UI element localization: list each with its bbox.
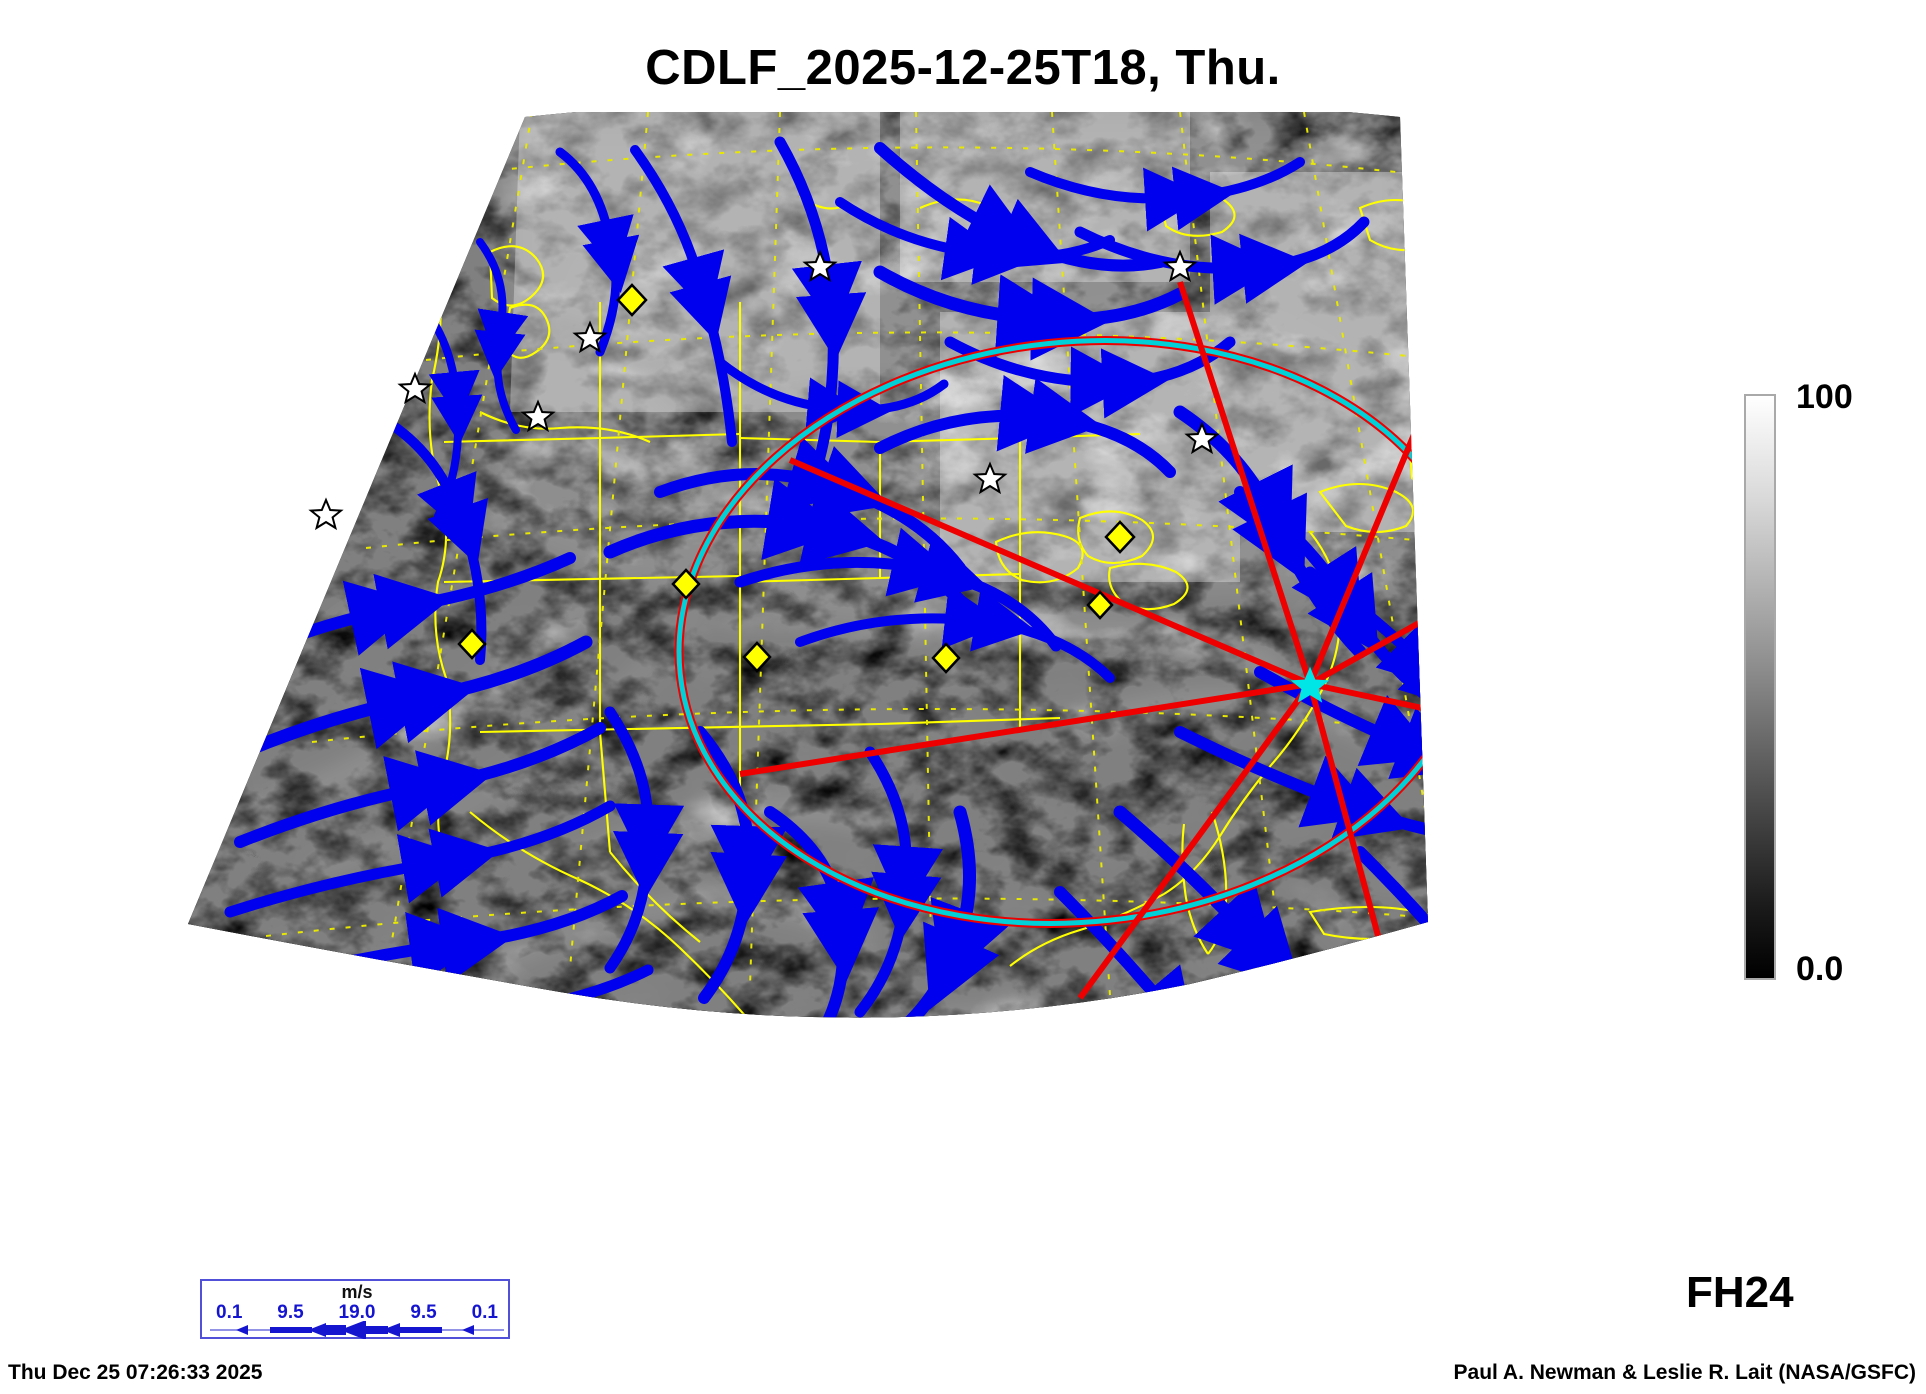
author-credit: Paul A. Newman & Leslie R. Lait (NASA/GS…	[1453, 1361, 1916, 1384]
colorbar-max-label: 100	[1796, 378, 1853, 416]
star-marker	[972, 461, 1008, 495]
map-canvas[interactable]	[180, 112, 1740, 1282]
wind-tick-0: 0.1	[216, 1302, 243, 1323]
page-title: CDLF_2025-12-25T18, Thu.	[645, 41, 1281, 95]
map-panel[interactable]	[180, 112, 1740, 1282]
diamond-marker	[1086, 590, 1114, 620]
star-marker	[572, 320, 608, 354]
generation-timestamp: Thu Dec 25 07:26:33 2025	[8, 1361, 263, 1384]
diamond-marker	[457, 628, 487, 660]
diamond-marker	[671, 568, 701, 600]
wind-tick-3: 9.5	[410, 1302, 437, 1323]
star-marker	[397, 371, 433, 405]
star-marker	[520, 399, 556, 433]
star-marker	[1184, 421, 1220, 455]
star-marker	[308, 497, 344, 531]
analysis-ellipse	[674, 336, 1428, 928]
wind-tick-4: 0.1	[471, 1302, 498, 1323]
wind-speed-legend: m/s 0.1 9.5 19.0 9.5 0.1	[200, 1279, 510, 1339]
colorbar-min-label: 0.0	[1796, 950, 1844, 988]
diamond-marker	[742, 641, 772, 673]
wind-tick-2: 19.0	[338, 1302, 376, 1323]
star-marker	[802, 249, 838, 283]
diamond-marker	[1104, 520, 1136, 554]
forecast-hour-label: FH24	[1686, 1268, 1794, 1317]
colorbar-group: 100 0.0	[1744, 378, 1926, 988]
center-star-marker	[1290, 666, 1330, 703]
station-markers	[308, 249, 1330, 703]
star-marker	[1162, 249, 1198, 283]
wind-streamlines	[204, 136, 1428, 1018]
diamond-marker	[931, 642, 961, 674]
wind-legend-ticks: 0.1 9.5 19.0 9.5 0.1	[202, 1302, 512, 1324]
wind-legend-units: m/s	[341, 1282, 373, 1302]
diamond-marker	[616, 283, 648, 317]
wind-legend-arrow-scale	[210, 1321, 504, 1339]
colorbar-gradient	[1744, 394, 1776, 980]
wind-tick-1: 9.5	[277, 1302, 304, 1323]
radial-lines	[739, 281, 1428, 1000]
